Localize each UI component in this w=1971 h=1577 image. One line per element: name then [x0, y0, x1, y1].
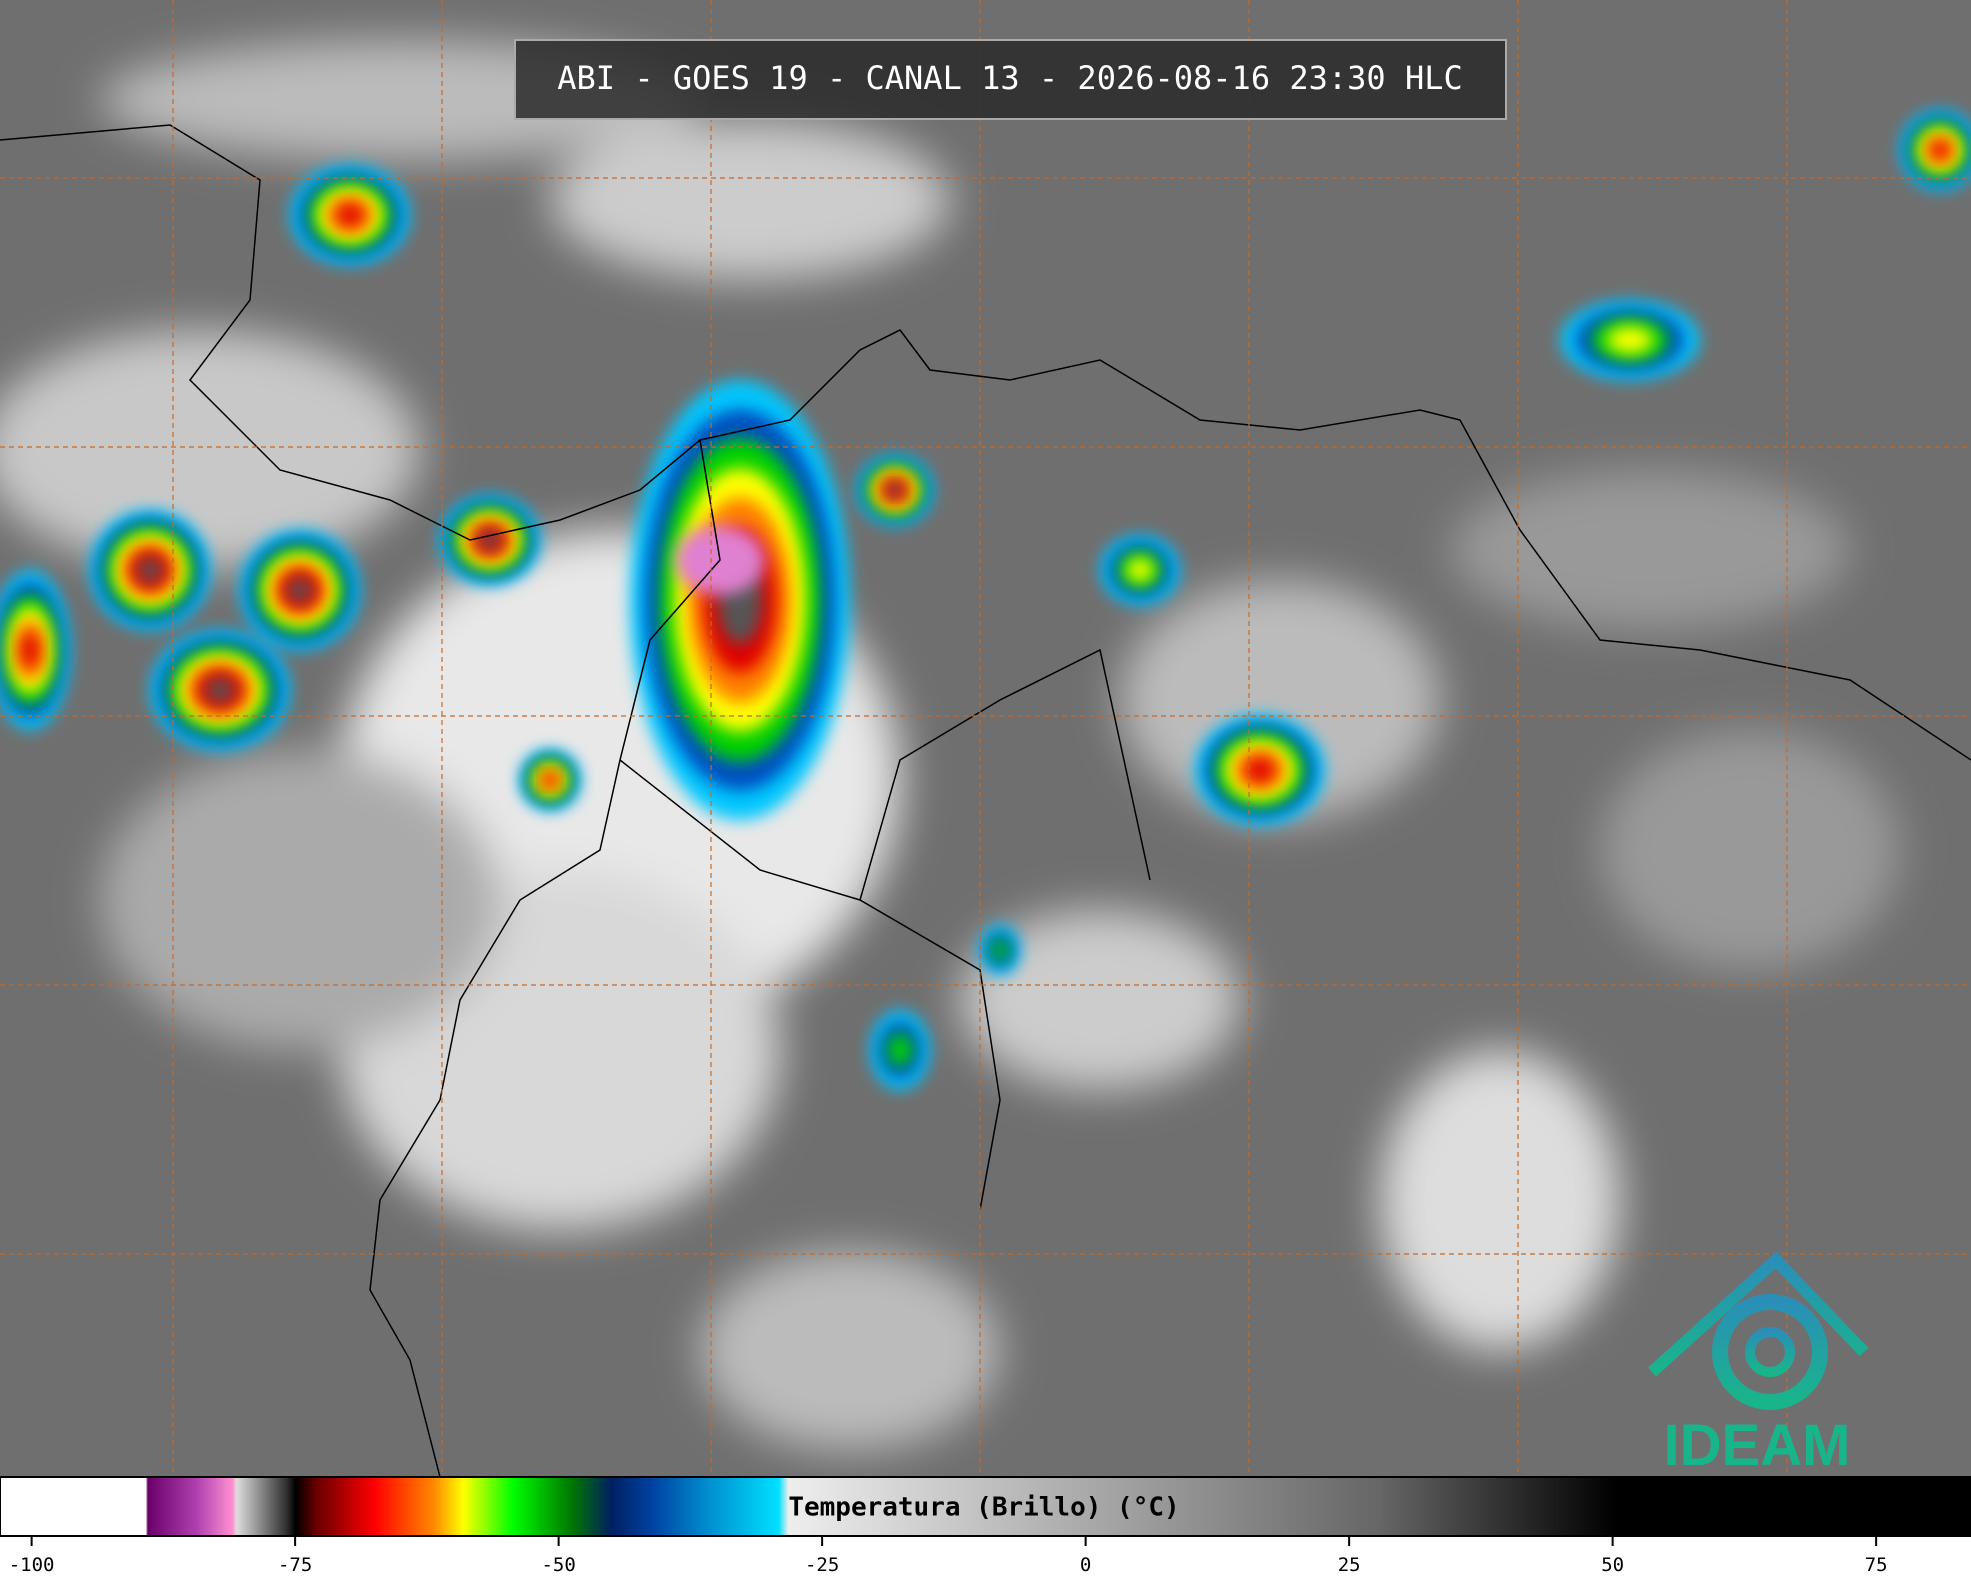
cell-ring: [206, 678, 234, 702]
colorbar-tick-label: -50: [541, 1554, 575, 1576]
cell-ring: [1606, 326, 1654, 354]
cloud: [1380, 1050, 1620, 1350]
coastlines: [0, 124, 1971, 1478]
cloud: [1450, 470, 1850, 630]
cloud: [960, 910, 1240, 1090]
cell-ring: [1930, 140, 1950, 160]
colorbar-tick-label: 25: [1338, 1554, 1361, 1576]
cloud: [700, 1250, 1000, 1450]
cell-ring: [543, 773, 557, 787]
colorbar: [0, 1476, 1971, 1537]
colorbar-tick-label: 75: [1865, 1554, 1888, 1576]
cloud: [100, 750, 500, 1050]
colorbar-tick-label: 50: [1601, 1554, 1624, 1576]
colorbar-tick-label: -100: [9, 1554, 55, 1576]
colorbar-tick-label: 0: [1080, 1554, 1091, 1576]
cell-ring: [138, 558, 162, 582]
colorbar-tick-label: -25: [805, 1554, 839, 1576]
cell-ring: [1245, 757, 1275, 783]
colorbar-label: Temperatura (Brillo) (°C): [788, 1493, 1179, 1523]
colorbar-ticks: -100 -75 -50 -25 0 25 50 75: [9, 1536, 1888, 1576]
cell-ring: [887, 1032, 913, 1068]
colorbar-tick-label: -75: [278, 1554, 312, 1576]
title-box: [514, 39, 1507, 120]
cell-ring: [336, 203, 364, 227]
cell-ring: [480, 531, 500, 549]
title: ABI - GOES 19 - CANAL 13 - 2026-08-16 23…: [557, 59, 1462, 97]
ideam-logo: IDEAM: [1647, 1251, 1869, 1478]
convective-cells: [0, 110, 1971, 1090]
cloud: [1600, 730, 1900, 970]
logo-text: IDEAM: [1664, 1413, 1851, 1478]
cloud: [550, 120, 950, 280]
cell-ring: [20, 631, 40, 669]
cell-ring: [288, 578, 312, 602]
lat-lon-grid: [0, 0, 1971, 1477]
cell-ring: [1126, 558, 1154, 582]
cloud: [0, 330, 420, 570]
cell-ring: [991, 939, 1009, 961]
cell-ring: [887, 483, 903, 497]
